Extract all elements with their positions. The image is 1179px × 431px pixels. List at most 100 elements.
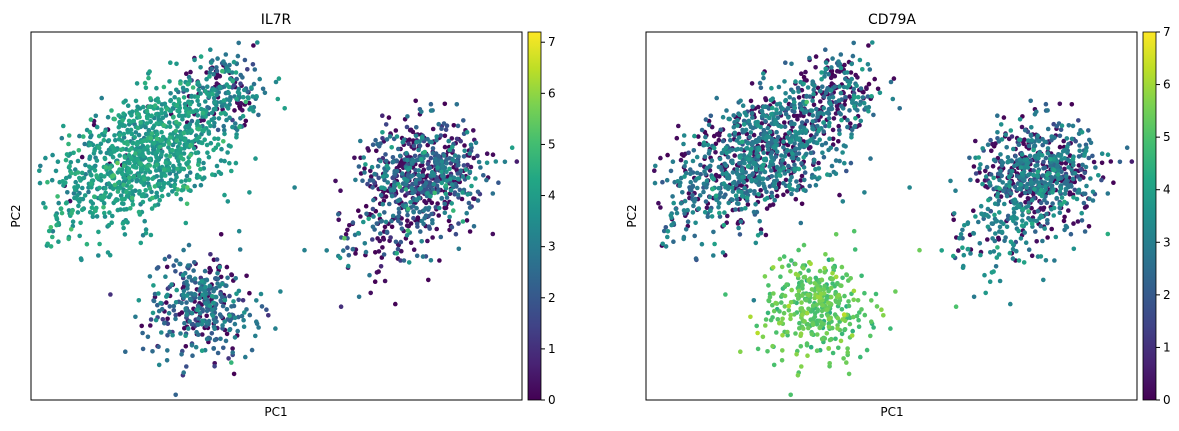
data-point	[861, 100, 867, 106]
data-point	[212, 136, 217, 141]
data-point	[157, 181, 162, 187]
data-point	[825, 307, 830, 313]
data-point	[185, 263, 191, 268]
data-point	[808, 145, 813, 150]
colorbar-tick-label: 6	[548, 86, 556, 100]
data-point	[826, 300, 831, 306]
data-point	[471, 155, 477, 161]
data-point	[214, 81, 220, 86]
data-point	[767, 164, 772, 169]
data-point	[399, 226, 405, 231]
data-point	[414, 197, 420, 202]
data-point	[1074, 196, 1080, 202]
data-point	[401, 258, 407, 263]
data-point	[792, 166, 797, 172]
data-point	[86, 189, 91, 195]
data-point	[54, 222, 59, 228]
data-point	[780, 316, 785, 322]
data-point	[230, 124, 235, 130]
data-point	[797, 320, 802, 326]
data-point	[1045, 150, 1051, 156]
data-point	[743, 206, 748, 211]
data-point	[863, 105, 869, 110]
data-point	[976, 219, 981, 225]
data-point	[842, 160, 847, 166]
data-point	[786, 308, 792, 313]
data-point	[826, 116, 832, 121]
data-point	[189, 118, 195, 124]
data-point	[211, 87, 217, 92]
data-point	[145, 334, 151, 340]
data-point	[360, 178, 365, 183]
data-point	[1066, 208, 1071, 213]
data-point	[228, 144, 233, 149]
data-point	[690, 193, 695, 198]
data-point	[140, 330, 145, 336]
data-point	[224, 264, 230, 270]
data-point	[710, 175, 716, 181]
data-point	[384, 229, 390, 235]
data-point	[769, 138, 775, 143]
data-point	[461, 118, 466, 123]
data-point	[163, 160, 169, 165]
data-point	[234, 76, 239, 82]
data-point	[224, 307, 230, 312]
data-point	[800, 312, 805, 318]
data-point	[416, 172, 421, 178]
data-point	[999, 229, 1005, 235]
data-point	[840, 275, 845, 281]
data-point	[130, 141, 136, 146]
data-point	[757, 218, 762, 224]
data-point	[230, 350, 235, 355]
data-point	[420, 173, 426, 178]
data-point	[514, 159, 520, 164]
data-point	[87, 164, 92, 169]
data-point	[801, 155, 806, 160]
data-point	[98, 150, 103, 155]
data-point	[1054, 195, 1060, 201]
data-point	[707, 194, 713, 200]
data-point	[1048, 163, 1053, 168]
data-point	[823, 90, 829, 95]
data-point	[45, 179, 50, 185]
data-point	[835, 315, 841, 321]
data-point	[181, 247, 186, 253]
data-point	[1054, 180, 1060, 186]
data-point	[362, 170, 367, 175]
data-point	[70, 219, 76, 224]
data-point	[388, 235, 393, 240]
data-point	[652, 180, 658, 186]
data-point	[218, 298, 223, 303]
data-point	[82, 193, 88, 198]
data-point	[156, 148, 161, 154]
data-point	[765, 125, 771, 131]
data-point	[1026, 143, 1032, 149]
data-point	[377, 212, 382, 218]
data-point	[862, 312, 868, 318]
data-point	[1008, 128, 1014, 133]
data-point	[72, 187, 78, 193]
data-point	[460, 219, 466, 224]
data-point	[204, 313, 209, 319]
data-point	[788, 269, 793, 274]
data-point	[260, 86, 266, 92]
data-point	[207, 74, 212, 79]
data-point	[387, 134, 393, 139]
data-point	[1057, 210, 1063, 215]
data-point	[1043, 155, 1049, 161]
data-point	[435, 201, 440, 206]
data-point	[696, 134, 701, 139]
data-point	[178, 146, 183, 151]
data-point	[324, 248, 330, 253]
data-point	[794, 179, 799, 184]
data-point	[350, 220, 356, 225]
data-point	[764, 206, 770, 211]
data-point	[154, 162, 159, 168]
data-point	[1032, 154, 1038, 160]
data-point	[234, 291, 239, 297]
data-point	[210, 91, 215, 97]
data-point	[177, 261, 182, 267]
data-point	[998, 194, 1004, 199]
data-point	[816, 160, 821, 166]
data-point	[846, 303, 852, 309]
